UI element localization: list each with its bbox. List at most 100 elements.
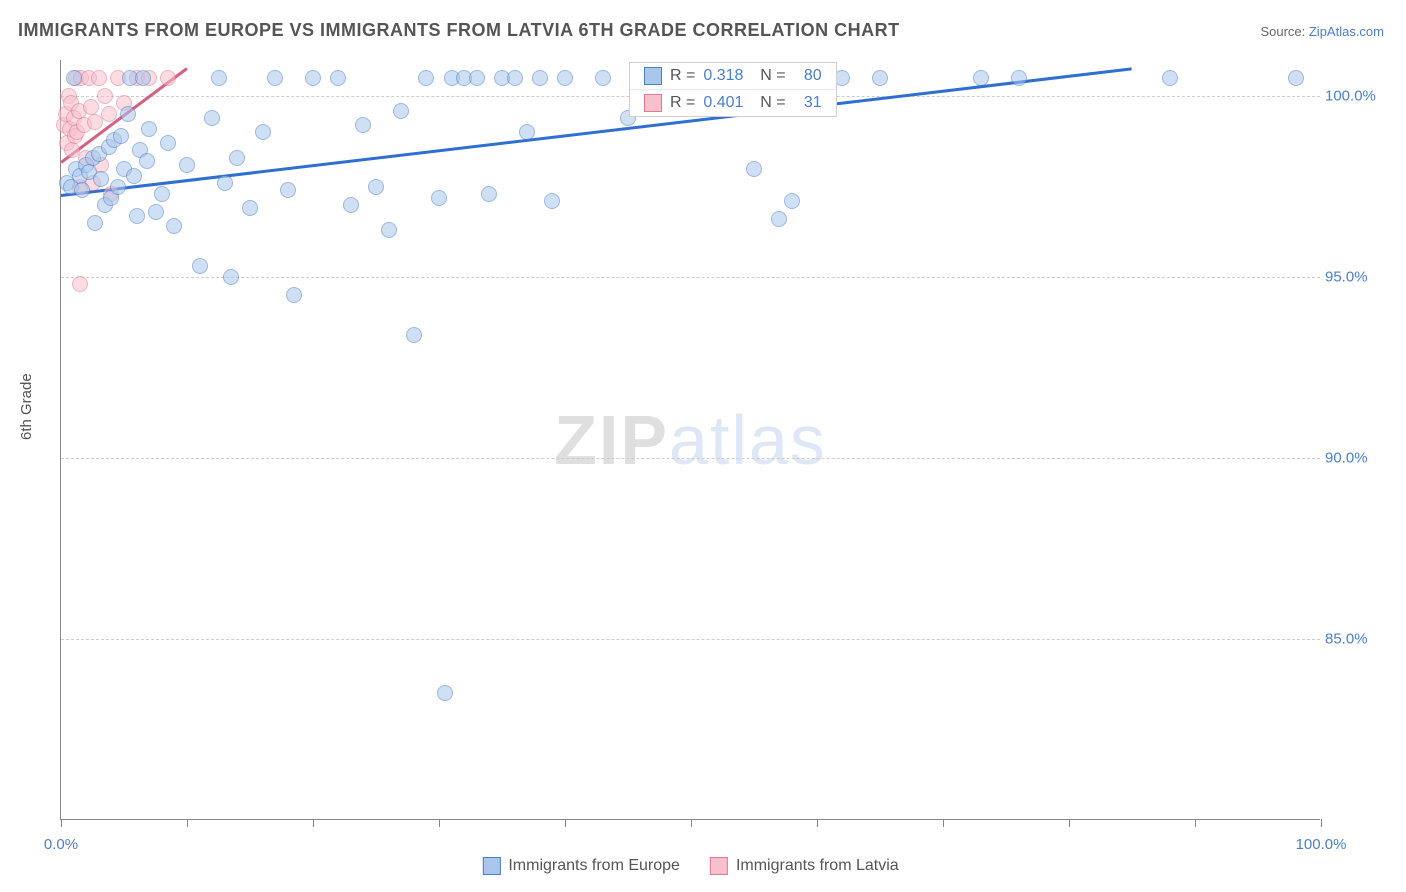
watermark: ZIPatlas bbox=[554, 400, 827, 480]
scatter-point bbox=[141, 121, 157, 137]
scatter-point bbox=[431, 190, 447, 206]
scatter-point bbox=[532, 70, 548, 86]
scatter-point bbox=[72, 276, 88, 292]
source-label: Source: bbox=[1260, 24, 1308, 39]
scatter-point bbox=[229, 150, 245, 166]
chart-title: IMMIGRANTS FROM EUROPE VS IMMIGRANTS FRO… bbox=[18, 20, 900, 41]
scatter-point bbox=[93, 171, 109, 187]
scatter-point bbox=[110, 179, 126, 195]
scatter-point bbox=[286, 287, 302, 303]
watermark-zip: ZIP bbox=[554, 401, 669, 479]
scatter-point bbox=[139, 153, 155, 169]
scatter-point bbox=[771, 211, 787, 227]
scatter-point bbox=[126, 168, 142, 184]
scatter-point bbox=[223, 269, 239, 285]
scatter-point bbox=[1288, 70, 1304, 86]
legend-series-name: Immigrants from Europe bbox=[508, 857, 680, 875]
scatter-point bbox=[355, 117, 371, 133]
x-tick bbox=[817, 819, 818, 827]
scatter-point bbox=[519, 124, 535, 140]
scatter-point bbox=[97, 88, 113, 104]
scatter-point bbox=[784, 193, 800, 209]
scatter-point bbox=[330, 70, 346, 86]
source-link[interactable]: ZipAtlas.com bbox=[1309, 24, 1384, 39]
scatter-plot-area: ZIPatlas 85.0%90.0%95.0%100.0%0.0%100.0%… bbox=[60, 60, 1320, 820]
gridline bbox=[61, 458, 1320, 459]
scatter-point bbox=[305, 70, 321, 86]
scatter-point bbox=[1162, 70, 1178, 86]
scatter-point bbox=[160, 135, 176, 151]
legend-n-value: 80 bbox=[794, 67, 822, 85]
scatter-point bbox=[87, 215, 103, 231]
scatter-point bbox=[507, 70, 523, 86]
legend-row: R = 0.318 N = 80 bbox=[630, 63, 836, 90]
legend-series-name: Immigrants from Latvia bbox=[736, 857, 899, 875]
y-tick-label: 90.0% bbox=[1325, 450, 1385, 467]
y-tick-label: 100.0% bbox=[1325, 88, 1385, 105]
scatter-point bbox=[160, 70, 176, 86]
scatter-point bbox=[120, 106, 136, 122]
gridline bbox=[61, 277, 1320, 278]
scatter-point bbox=[368, 179, 384, 195]
legend-n-label: N = bbox=[751, 94, 785, 112]
scatter-point bbox=[101, 106, 117, 122]
scatter-point bbox=[217, 175, 233, 191]
scatter-point bbox=[872, 70, 888, 86]
scatter-point bbox=[192, 258, 208, 274]
scatter-point bbox=[406, 327, 422, 343]
scatter-point bbox=[418, 70, 434, 86]
y-tick-label: 95.0% bbox=[1325, 269, 1385, 286]
y-tick-label: 85.0% bbox=[1325, 631, 1385, 648]
scatter-point bbox=[973, 70, 989, 86]
x-tick bbox=[943, 819, 944, 827]
y-axis-label: 6th Grade bbox=[18, 373, 35, 440]
scatter-point bbox=[129, 208, 145, 224]
x-tick bbox=[565, 819, 566, 827]
legend-r-label: R = bbox=[670, 94, 695, 112]
legend-swatch bbox=[482, 857, 500, 875]
scatter-point bbox=[381, 222, 397, 238]
source-attribution: Source: ZipAtlas.com bbox=[1260, 24, 1384, 39]
legend-n-value: 31 bbox=[794, 94, 822, 112]
scatter-point bbox=[343, 197, 359, 213]
x-tick bbox=[1195, 819, 1196, 827]
scatter-point bbox=[91, 70, 107, 86]
scatter-point bbox=[204, 110, 220, 126]
legend-n-label: N = bbox=[751, 67, 785, 85]
scatter-point bbox=[267, 70, 283, 86]
gridline bbox=[61, 639, 1320, 640]
scatter-point bbox=[83, 99, 99, 115]
legend-swatch bbox=[644, 94, 662, 112]
scatter-point bbox=[469, 70, 485, 86]
legend-swatch bbox=[644, 67, 662, 85]
legend-r-value: 0.318 bbox=[703, 67, 743, 85]
scatter-point bbox=[544, 193, 560, 209]
scatter-point bbox=[746, 161, 762, 177]
legend-item: Immigrants from Latvia bbox=[710, 857, 899, 875]
x-tick bbox=[1069, 819, 1070, 827]
x-tick-label: 0.0% bbox=[44, 836, 78, 853]
scatter-point bbox=[1011, 70, 1027, 86]
legend-row: R = 0.401 N = 31 bbox=[630, 90, 836, 116]
scatter-point bbox=[557, 70, 573, 86]
scatter-point bbox=[148, 204, 164, 220]
series-legend: Immigrants from Europe Immigrants from La… bbox=[482, 857, 898, 875]
scatter-point bbox=[437, 685, 453, 701]
x-tick-label: 100.0% bbox=[1296, 836, 1347, 853]
legend-swatch bbox=[710, 857, 728, 875]
scatter-point bbox=[242, 200, 258, 216]
scatter-point bbox=[595, 70, 611, 86]
scatter-point bbox=[393, 103, 409, 119]
watermark-atlas: atlas bbox=[669, 401, 827, 479]
scatter-point bbox=[66, 70, 82, 86]
x-tick bbox=[691, 819, 692, 827]
scatter-point bbox=[179, 157, 195, 173]
scatter-point bbox=[280, 182, 296, 198]
scatter-point bbox=[481, 186, 497, 202]
legend-item: Immigrants from Europe bbox=[482, 857, 680, 875]
scatter-point bbox=[154, 186, 170, 202]
correlation-legend: R = 0.318 N = 80R = 0.401 N = 31 bbox=[629, 62, 837, 117]
x-tick bbox=[439, 819, 440, 827]
scatter-point bbox=[211, 70, 227, 86]
scatter-point bbox=[74, 182, 90, 198]
